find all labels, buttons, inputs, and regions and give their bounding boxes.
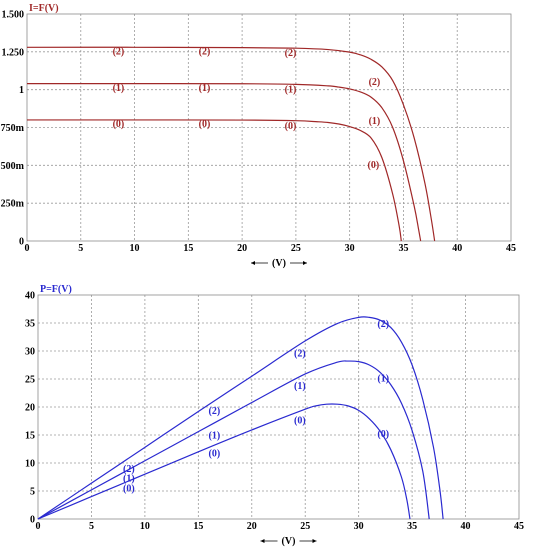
y-tick-label: 500m: [1, 161, 25, 172]
y-tick-label: 1.250: [2, 47, 25, 58]
x-axis-label-arrowhead-left: [260, 539, 265, 543]
y-tick-label: 25: [25, 375, 35, 386]
series-annotation-0: (0): [123, 484, 135, 495]
x-tick-label: 40: [452, 243, 462, 254]
series-annotation-2: (2): [199, 47, 211, 58]
series-line-2: [26, 46, 436, 242]
series-annotation-0: (0): [367, 160, 379, 171]
series-annotation-2: (2): [377, 319, 389, 330]
y-tick-label: 30: [25, 347, 35, 358]
x-tick-label: 25: [291, 243, 301, 254]
series-annotation-1: (1): [113, 83, 125, 94]
chart-title: P=F(V): [40, 284, 72, 295]
x-tick-label: 20: [247, 521, 257, 532]
x-tick-label: 35: [398, 243, 408, 254]
y-tick-label: 1: [19, 85, 24, 96]
y-tick-label: 250m: [1, 199, 25, 210]
series-annotation-1: (1): [377, 373, 389, 384]
x-axis-label-arrowhead-right: [312, 539, 317, 543]
series-annotation-0: (0): [294, 415, 306, 426]
series-line-0: [26, 119, 402, 242]
x-tick-label: 35: [407, 521, 417, 532]
x-tick-label: 5: [78, 243, 83, 254]
x-tick-label: 15: [193, 521, 203, 532]
series-annotation-0: (0): [285, 121, 297, 132]
x-tick-label: 45: [514, 521, 524, 532]
series-annotation-1: (1): [285, 84, 297, 95]
y-tick-label: 750m: [1, 123, 25, 134]
series-line-2: [37, 316, 444, 520]
series-annotation-1: (1): [294, 381, 306, 392]
series-annotation-2: (2): [123, 464, 135, 475]
series-annotation-1: (1): [123, 474, 135, 485]
series-line-1: [26, 83, 422, 242]
x-tick-label: 20: [237, 243, 247, 254]
plot-frame: [37, 294, 520, 520]
series-annotation-2: (2): [285, 48, 297, 59]
y-tick-label: 15: [25, 431, 35, 442]
series-annotation-1: (1): [209, 431, 221, 442]
series-annotation-0: (0): [209, 448, 221, 459]
series-annotation-2: (2): [294, 349, 306, 360]
series-annotation-0: (0): [199, 119, 211, 130]
x-axis-label-arrowhead-left: [251, 261, 255, 265]
y-tick-label: 20: [25, 403, 35, 414]
x-axis-label-arrowhead-right: [303, 261, 307, 265]
x-tick-label: 40: [461, 521, 471, 532]
x-tick-label: 0: [36, 521, 41, 532]
x-tick-label: 45: [506, 243, 516, 254]
x-tick-label: 30: [354, 521, 364, 532]
x-tick-label: 30: [345, 243, 355, 254]
chart-title: I=F(V): [29, 3, 59, 14]
y-tick-label: 35: [25, 319, 35, 330]
series-line-1: [37, 360, 430, 520]
x-tick-label: 10: [140, 521, 150, 532]
series-annotation-2: (2): [369, 77, 381, 88]
plot-frame: [26, 13, 512, 242]
y-tick-label: 40: [25, 291, 35, 302]
y-tick-label: 0: [19, 237, 24, 248]
series-annotation-1: (1): [369, 116, 381, 127]
power-voltage-chart: 0 5 10 15 20 25 30 35 40 45 0 5 10 15 20 25 30 35 40 P=F(V)…: [25, 284, 524, 547]
series-line-0: [37, 403, 411, 520]
x-tick-label: 0: [25, 243, 30, 254]
x-tick-label: 5: [89, 521, 94, 532]
y-tick-label: 1.500: [2, 10, 25, 21]
y-tick-label: 10: [25, 459, 35, 470]
series-annotation-2: (2): [113, 47, 125, 58]
y-tick-label: 5: [30, 487, 35, 498]
x-tick-label: 15: [183, 243, 193, 254]
x-tick-label: 25: [300, 521, 310, 532]
series-annotation-0: (0): [377, 429, 389, 440]
x-axis-label: (V): [282, 536, 296, 547]
y-tick-label: 0: [30, 515, 35, 526]
current-voltage-chart: 0 5 10 15 20 25 30 35 40 45 0 250m 500m 750m 1 1.250 1.5…: [1, 3, 516, 269]
x-tick-label: 10: [130, 243, 140, 254]
series-annotation-1: (1): [199, 83, 211, 94]
series-annotation-2: (2): [209, 406, 221, 417]
series-annotation-0: (0): [113, 119, 125, 130]
x-axis-label: (V): [272, 258, 286, 269]
